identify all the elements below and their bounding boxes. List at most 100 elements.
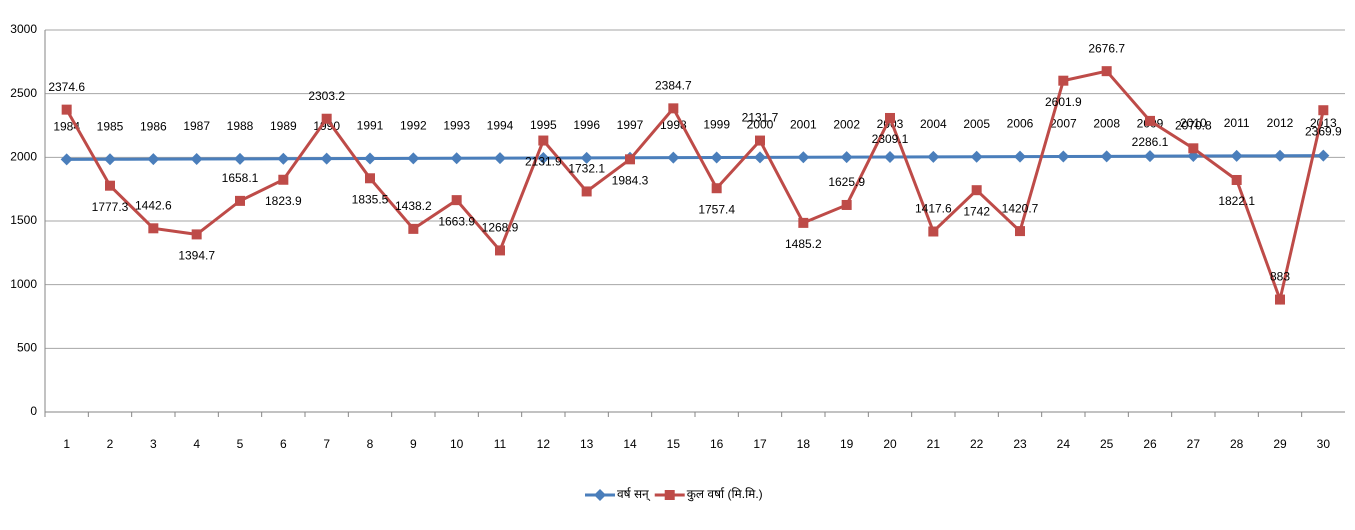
marker [364,152,376,165]
data-label: 2011 [1224,116,1250,130]
x-tick-label: 19 [840,437,854,451]
x-tick-label: 5 [237,437,244,451]
data-label: 2010 [1180,116,1207,130]
marker [277,152,290,165]
marker [365,173,375,184]
data-label: 1663.9 [438,214,475,228]
marker [667,151,680,164]
data-label: 2309.1 [872,132,909,146]
data-label: 2008 [1093,116,1120,130]
data-label: 1625.9 [828,175,865,189]
marker [841,199,852,210]
x-tick-label: 23 [1013,437,1027,451]
data-label: 1989 [270,119,297,133]
marker [1145,115,1155,126]
marker [580,151,593,164]
marker [278,174,289,185]
y-tick-label: 3000 [10,22,37,36]
x-tick-label: 8 [367,437,374,451]
marker [1275,294,1285,305]
series-line [65,69,1325,305]
legend-marker [594,489,606,501]
data-label: 1732.1 [568,162,605,176]
data-label: 2012 [1267,116,1294,130]
x-tick-label: 26 [1143,437,1157,451]
marker [927,150,940,163]
data-label: 1822.1 [1218,194,1255,208]
marker [1274,149,1286,162]
x-tick-label: 7 [323,437,330,451]
data-label: 1394.7 [178,249,215,263]
x-tick-label: 1 [63,437,70,451]
marker [61,104,72,115]
data-label: 2369.9 [1305,124,1342,138]
y-tick-label: 0 [30,404,37,418]
data-label: 2005 [963,117,990,131]
marker [797,151,810,164]
marker [147,153,160,166]
x-tick-label: 10 [450,437,464,451]
legend-label: कुल वर्षा (मि.मि.) [687,487,763,502]
data-label: 1988 [227,119,254,133]
data-label: 1995 [530,118,557,132]
data-label: 1823.9 [265,194,302,208]
marker [1058,75,1069,86]
marker [625,154,635,165]
data-label: 1999 [703,118,730,132]
x-tick-label: 21 [927,437,941,451]
data-label: 2384.7 [655,79,692,93]
marker [754,151,766,164]
y-tick-label: 1500 [10,213,37,227]
data-label: 1991 [357,119,384,133]
data-label: 1985 [97,119,124,133]
marker [1100,150,1113,163]
x-tick-label: 2 [107,437,114,451]
data-label: 1485.2 [785,237,822,251]
marker [928,226,939,237]
marker [495,245,505,256]
marker [668,103,679,114]
data-label: 2303.2 [308,89,345,103]
data-label: 2002 [833,117,860,131]
marker [148,223,159,234]
y-tick-label: 2500 [10,86,37,100]
marker [1318,105,1329,116]
data-label: 883 [1270,270,1290,284]
marker [104,153,116,166]
data-label: 2006 [1007,117,1034,131]
legend-label: वर्ष सन् [617,487,651,502]
data-label: 2374.6 [48,80,85,94]
data-label: 2601.9 [1045,95,1082,109]
x-tick-label: 30 [1317,437,1331,451]
x-tick-label: 12 [537,437,551,451]
marker [710,151,723,164]
data-label: 1835.5 [352,192,389,206]
x-tick-label: 11 [494,437,507,451]
data-label: 1658.1 [222,171,259,185]
marker [321,113,332,124]
data-label: 1417.6 [915,202,952,216]
marker [450,152,463,165]
y-tick-label: 500 [17,341,37,355]
marker [885,112,895,123]
x-tick-label: 22 [970,437,984,451]
data-label: 2131.7 [742,111,779,125]
data-label: 2007 [1050,117,1077,131]
data-label: 1997 [617,118,644,132]
x-tick-label: 28 [1230,437,1244,451]
series-line [66,154,1324,161]
marker [407,152,420,165]
x-tick-label: 14 [623,437,637,451]
marker [191,229,202,240]
marker [320,152,333,165]
marker [840,151,853,164]
x-tick-label: 17 [753,437,767,451]
data-label: 2004 [920,117,947,131]
marker [970,150,983,163]
data-label: 1996 [573,118,600,132]
marker [234,152,246,165]
marker [451,195,462,206]
x-tick-label: 24 [1057,437,1071,451]
x-tick-label: 18 [797,437,811,451]
data-label: 1742 [963,204,990,218]
